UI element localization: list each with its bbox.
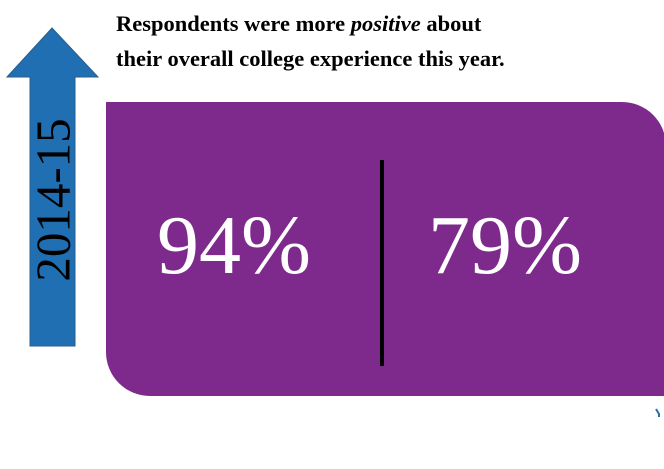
stat-value-left: 94% (157, 199, 311, 292)
up-arrow-icon (5, 27, 100, 347)
stats-divider (380, 160, 384, 366)
headline-emphasis: positive (350, 11, 421, 36)
headline: Respondents were more positive about the… (116, 6, 505, 76)
headline-line-1: Respondents were more positive about (116, 11, 482, 36)
corner-mark (655, 408, 660, 417)
headline-line-2: their overall college experience this ye… (116, 46, 505, 71)
stat-value-right: 79% (428, 199, 582, 292)
year-label: 2014-15 (25, 118, 81, 282)
stats-panel (106, 102, 664, 396)
